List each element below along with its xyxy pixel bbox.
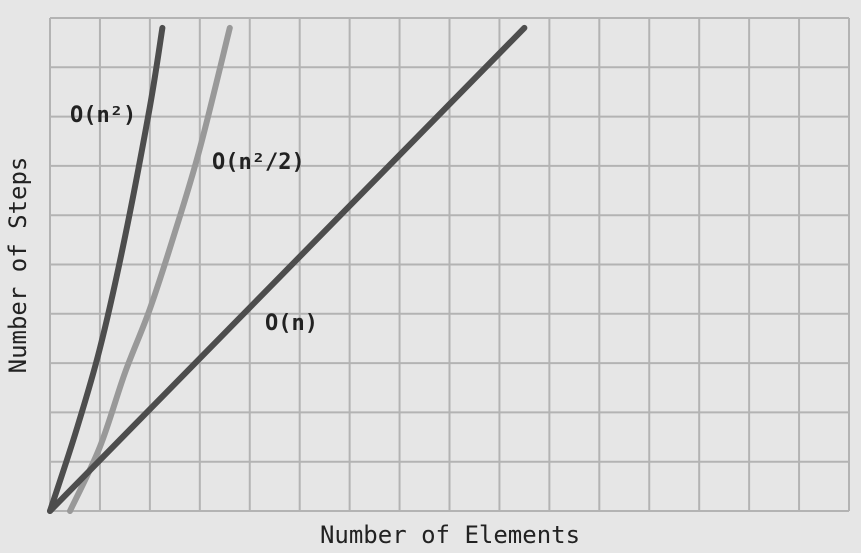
- series-line-o-n: [47, 24, 528, 514]
- grid: [49, 17, 850, 512]
- series-line-o-n-squared-half: [67, 24, 233, 514]
- series-label-o-n-squared-half: O(n²/2): [212, 150, 305, 175]
- x-axis-title: Number of Elements: [320, 521, 580, 549]
- series-label-o-n-squared: O(n²): [70, 103, 136, 128]
- y-axis-title: Number of Steps: [4, 157, 32, 374]
- series-label-o-n: O(n): [265, 311, 318, 336]
- series-lines: [47, 24, 528, 514]
- series-line-o-n-squared: [47, 24, 166, 514]
